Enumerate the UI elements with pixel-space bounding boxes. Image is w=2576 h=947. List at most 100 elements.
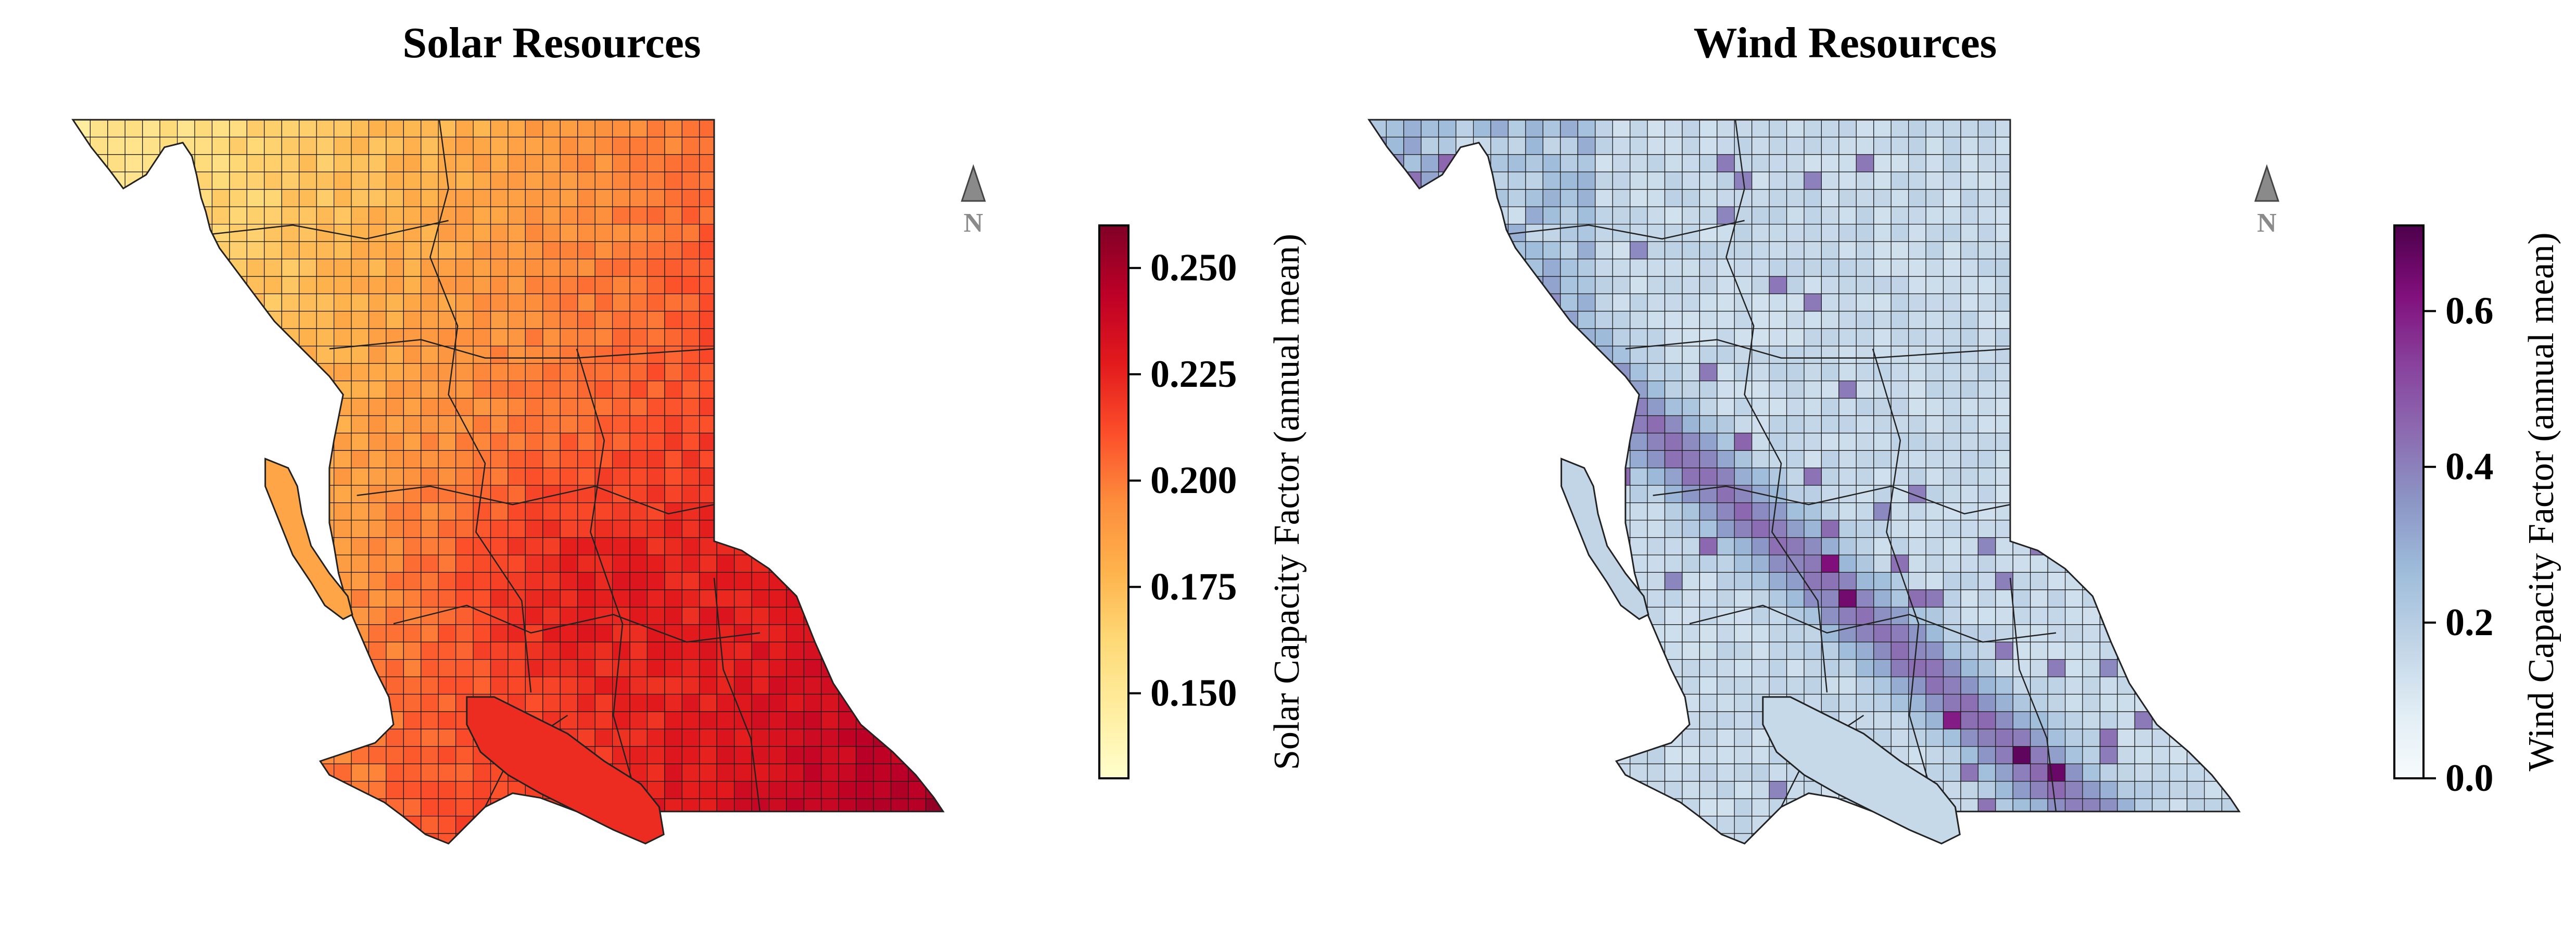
grid-cell	[90, 520, 108, 538]
grid-cell	[1977, 624, 1996, 642]
grid-cell	[594, 154, 613, 172]
grid-cell	[246, 676, 265, 695]
grid-cell	[1699, 502, 1718, 521]
grid-cell	[681, 537, 700, 555]
grid-cell	[612, 693, 630, 712]
grid-cell	[1420, 641, 1439, 660]
grid-cell	[751, 293, 770, 312]
grid-cell	[716, 693, 735, 712]
grid-cell	[2082, 380, 2101, 399]
grid-cell	[1525, 693, 1544, 712]
grid-cell	[264, 346, 282, 364]
grid-cell	[246, 224, 265, 242]
grid-cell	[1386, 763, 1404, 782]
grid-cell	[873, 502, 892, 521]
grid-cell	[681, 676, 700, 695]
grid-cell	[560, 676, 578, 695]
grid-cell	[856, 554, 874, 573]
grid-cell	[2187, 781, 2205, 799]
grid-cell	[368, 450, 387, 469]
grid-cell	[1752, 346, 1770, 364]
grid-cell	[1542, 276, 1561, 295]
grid-cell	[1369, 502, 1387, 521]
grid-cell	[2117, 554, 2135, 573]
grid-cell	[386, 189, 404, 207]
grid-cell	[1699, 537, 1718, 555]
grid-cell	[299, 311, 317, 329]
grid-cell	[473, 815, 491, 834]
grid-cell	[786, 763, 805, 782]
grid-cell	[351, 136, 370, 155]
grid-cell	[577, 433, 595, 451]
grid-cell	[195, 851, 212, 868]
grid-cell	[2187, 120, 2205, 138]
grid-cell	[1473, 258, 1491, 277]
grid-cell	[1977, 293, 1996, 312]
grid-cell	[1490, 728, 1509, 747]
grid-cell	[403, 693, 422, 712]
grid-cell	[925, 468, 943, 486]
grid-cell	[1821, 815, 1839, 834]
grid-cell	[1473, 380, 1491, 399]
grid-cell	[1369, 136, 1387, 155]
grid-cell	[386, 728, 404, 747]
grid-cell	[1403, 258, 1422, 277]
grid-cell	[2134, 328, 2153, 347]
grid-cell	[1560, 641, 1578, 660]
grid-cell	[803, 224, 822, 242]
grid-cell	[159, 224, 178, 242]
grid-cell	[925, 224, 943, 242]
grid-cell	[299, 589, 317, 608]
grid-cell	[316, 641, 335, 660]
wind-province-outline	[1367, 119, 2241, 845]
grid-cell	[699, 693, 717, 712]
grid-cell	[124, 120, 143, 138]
grid-cell	[1577, 346, 1596, 364]
grid-cell	[264, 293, 282, 312]
grid-cell	[786, 346, 805, 364]
grid-cell	[751, 485, 770, 503]
grid-cell	[2099, 189, 2118, 207]
grid-cell	[1490, 781, 1509, 799]
grid-cell	[542, 641, 561, 660]
grid-cell	[873, 659, 892, 677]
grid-cell	[507, 206, 526, 225]
grid-cell	[1960, 136, 1979, 155]
grid-cell	[316, 659, 335, 677]
grid-cell	[1734, 851, 1752, 868]
grid-cell	[908, 120, 927, 138]
grid-cell	[803, 380, 822, 399]
grid-cell	[403, 607, 422, 625]
grid-cell	[873, 485, 892, 503]
grid-cell	[1560, 120, 1578, 138]
grid-cell	[2065, 206, 2083, 225]
wind-vancouver-island	[1762, 696, 1961, 845]
grid-cell	[177, 693, 195, 712]
grid-cell	[421, 258, 439, 277]
grid-cell	[1403, 520, 1422, 538]
grid-cell	[1804, 189, 1822, 207]
grid-cell	[2152, 624, 2170, 642]
grid-cell	[1664, 746, 1683, 764]
grid-cell	[142, 502, 160, 521]
grid-cell	[1769, 607, 1787, 625]
grid-cell	[1595, 258, 1613, 277]
grid-cell	[1595, 468, 1613, 486]
grid-cell	[2100, 851, 2117, 868]
grid-cell	[107, 815, 125, 834]
grid-cell	[2012, 833, 2031, 844]
grid-cell	[2012, 258, 2031, 277]
grid-cell	[351, 380, 370, 399]
grid-cell	[1752, 224, 1770, 242]
grid-cell	[716, 380, 735, 399]
grid-cell	[351, 693, 370, 712]
grid-cell	[1786, 276, 1805, 295]
grid-cell	[1890, 833, 1909, 844]
grid-cell	[1420, 258, 1439, 277]
grid-cell	[1525, 224, 1544, 242]
grid-cell	[2117, 815, 2135, 834]
grid-cell	[316, 293, 335, 312]
grid-cell	[1786, 589, 1805, 608]
grid-cell	[803, 815, 822, 834]
grid-cell	[629, 258, 648, 277]
